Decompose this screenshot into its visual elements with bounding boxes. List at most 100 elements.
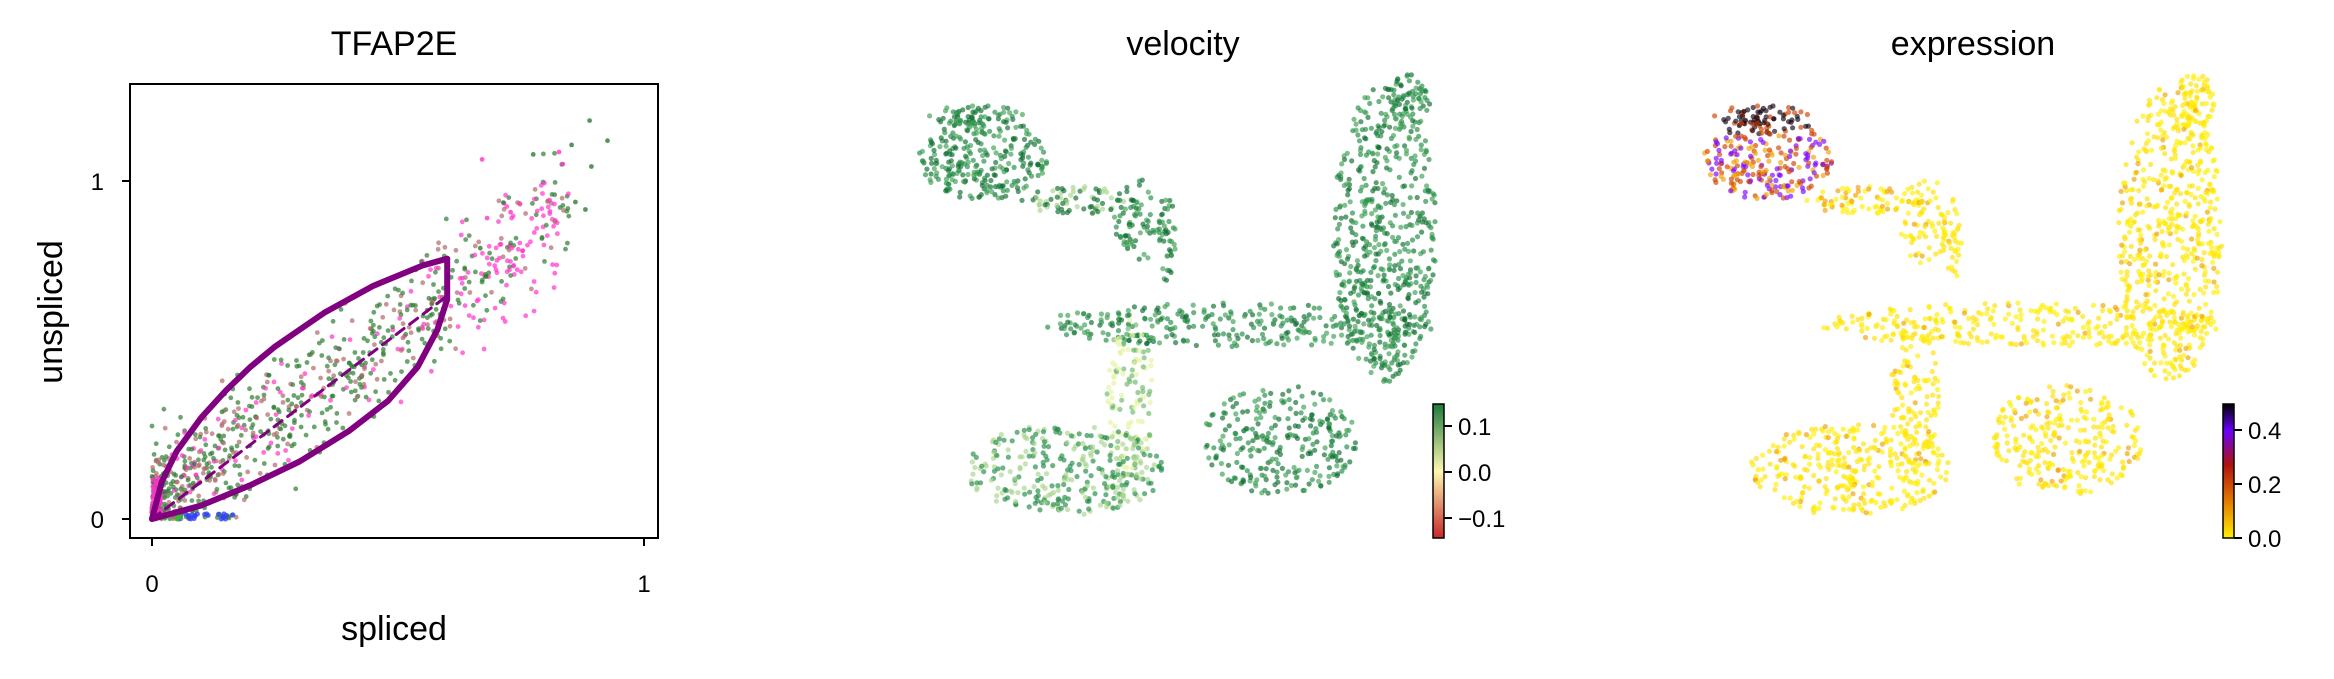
expression-point (1901, 488, 1907, 494)
velocity-point (1040, 429, 1047, 435)
velocity-point (979, 129, 985, 135)
velocity-point (1041, 439, 1047, 445)
phase-point (413, 307, 419, 313)
expression-point (1855, 188, 1861, 194)
velocity-point (1120, 486, 1126, 492)
velocity-point (1339, 282, 1345, 288)
velocity-point (1115, 438, 1121, 445)
velocity-point (1342, 261, 1348, 267)
velocity-point (1381, 190, 1387, 196)
velocity-point (1103, 500, 1109, 506)
velocity-point (1317, 473, 1323, 479)
phase-point (234, 412, 240, 418)
velocity-point (1050, 463, 1056, 469)
velocity-point (1083, 463, 1089, 469)
velocity-point (1090, 485, 1096, 491)
expression-point (2196, 305, 2202, 311)
expression-point (1874, 322, 1880, 328)
expression-point (2083, 389, 2089, 395)
velocity-point (1009, 438, 1015, 444)
velocity-point (1251, 324, 1257, 331)
expression-point (2017, 307, 2023, 313)
velocity-point (940, 115, 946, 121)
velocity-point (1363, 136, 1369, 142)
phase-point (212, 443, 218, 449)
expression-point (1949, 264, 1955, 270)
phase-point (565, 206, 571, 211)
velocity-point (1145, 476, 1151, 482)
expression-point (1795, 135, 1801, 142)
expression-point (2124, 451, 2130, 457)
velocity-point (1237, 435, 1243, 441)
expression-point (1766, 175, 1773, 181)
velocity-point (1239, 331, 1245, 337)
expression-point (1788, 193, 1794, 199)
expression-point (1822, 484, 1828, 490)
expression-point (1897, 474, 1903, 480)
expression-point (2158, 172, 2164, 178)
expression-point (2127, 261, 2133, 267)
velocity-point (1377, 332, 1383, 339)
expression-point (1879, 449, 1885, 455)
velocity-point (1391, 111, 1397, 117)
velocity-point (1031, 441, 1037, 447)
velocity-point (1140, 388, 1146, 395)
expression-point (1889, 371, 1895, 378)
velocity-point (1069, 460, 1075, 466)
expression-point (1921, 178, 1927, 184)
velocity-point (1261, 325, 1268, 331)
phase-point (510, 263, 516, 269)
expression-point (1943, 477, 1949, 483)
expression-point (1991, 435, 1997, 441)
expression-point (1800, 188, 1806, 195)
velocity-point (988, 177, 994, 184)
velocity-point (1125, 424, 1132, 430)
expression-point (1872, 468, 1878, 474)
velocity-point (1145, 255, 1151, 261)
expression-point (2060, 397, 2066, 403)
expression-point (1747, 139, 1753, 145)
velocity-point (997, 152, 1004, 158)
expression-point (1759, 130, 1765, 136)
expression-point (1883, 436, 1889, 442)
velocity-point (1346, 186, 1352, 192)
velocity-point (931, 147, 937, 153)
phase-point (531, 230, 537, 235)
velocity-point (1026, 453, 1032, 459)
velocity-point (1343, 432, 1349, 438)
velocity-point (970, 451, 976, 457)
velocity-point (1107, 452, 1113, 459)
expression-point (1934, 387, 1941, 393)
velocity-point (1321, 334, 1327, 340)
phase-point (533, 289, 539, 295)
expression-point (1911, 436, 1917, 442)
expression-point (1843, 498, 1849, 504)
phase-point (383, 301, 389, 307)
velocity-point (1333, 206, 1339, 212)
expression-point (2122, 184, 2128, 190)
velocity-point (1362, 208, 1368, 214)
velocity-point (1309, 477, 1315, 483)
velocity-point (1358, 119, 1364, 125)
expression-point (2100, 308, 2106, 314)
velocity-point (1402, 246, 1408, 252)
velocity-point (1235, 416, 1241, 422)
phase-point (237, 472, 243, 477)
phase-point (215, 416, 221, 422)
expression-point (1859, 204, 1865, 210)
velocity-point (1391, 87, 1397, 93)
expression-point (1921, 443, 1927, 449)
velocity-point (1255, 447, 1261, 453)
velocity-point (1370, 150, 1376, 156)
phase-point (299, 392, 305, 398)
velocity-point (1353, 239, 1359, 245)
expression-point (1840, 185, 1846, 191)
phase-point (398, 348, 404, 353)
velocity-point (1005, 125, 1011, 131)
expression-point (1887, 306, 1893, 312)
velocity-point (1008, 151, 1014, 157)
velocity-point (1350, 128, 1356, 134)
expression-point (2164, 360, 2170, 366)
expression-point (1956, 252, 1962, 258)
expression-point (1829, 462, 1835, 468)
